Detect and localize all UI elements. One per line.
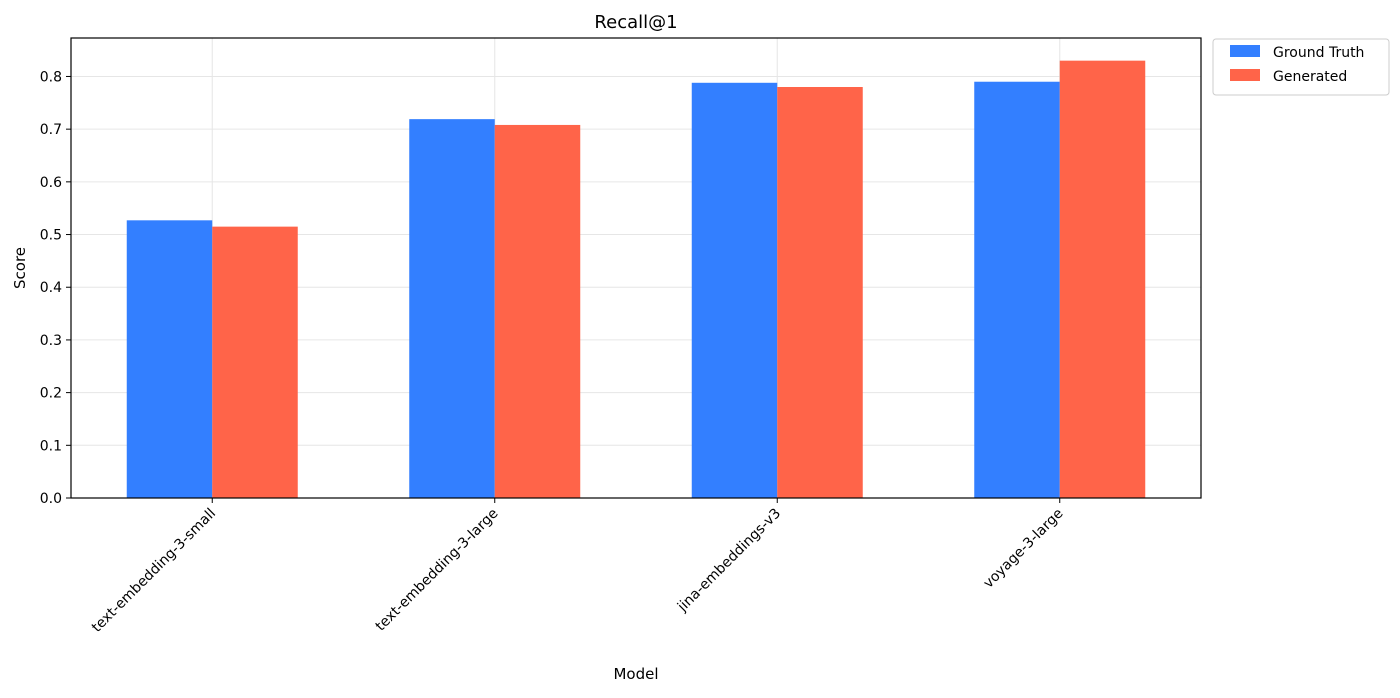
x-tick-label: text-embedding-3-large [373, 506, 502, 635]
legend-label: Ground Truth [1273, 45, 1364, 61]
legend-swatch [1230, 69, 1260, 81]
y-axis-label: Score [11, 247, 29, 289]
x-tick-label: jina-embeddings-v3 [674, 506, 784, 616]
y-tick-label: 0.7 [40, 122, 62, 138]
y-tick-label: 0.0 [40, 491, 62, 507]
chart-title: Recall@1 [594, 12, 677, 33]
bar-ground-truth [126, 220, 213, 499]
y-tick-label: 0.5 [40, 228, 62, 244]
y-tick-label: 0.4 [40, 280, 62, 296]
y-tick-label: 0.2 [40, 386, 62, 402]
bar-ground-truth [409, 119, 495, 498]
x-tick-label: text-embedding-3-small [89, 506, 219, 636]
legend: Ground Truth Generated [1212, 38, 1390, 96]
x-axis-label: Model [613, 665, 658, 683]
bars [126, 60, 1146, 499]
bar-generated [777, 87, 863, 499]
legend-label: Generated [1273, 69, 1347, 85]
x-axis: text-embedding-3-small text-embedding-3-l… [89, 498, 1067, 636]
bar-ground-truth [691, 82, 778, 498]
y-tick-label: 0.8 [40, 69, 62, 85]
bar-generated [1059, 60, 1146, 498]
y-tick-label: 0.3 [40, 333, 62, 349]
legend-swatch [1230, 45, 1260, 57]
y-tick-label: 0.1 [40, 438, 62, 454]
bar-generated [212, 226, 298, 498]
y-axis: 0.0 0.1 0.2 0.3 0.4 0.5 0.6 0.7 0.8 [40, 69, 71, 507]
bar-ground-truth [974, 81, 1060, 498]
x-tick-label: voyage-3-large [981, 506, 1067, 592]
y-tick-label: 0.6 [40, 175, 62, 191]
bar-generated [494, 124, 581, 498]
plot-frame [70, 37, 1202, 499]
